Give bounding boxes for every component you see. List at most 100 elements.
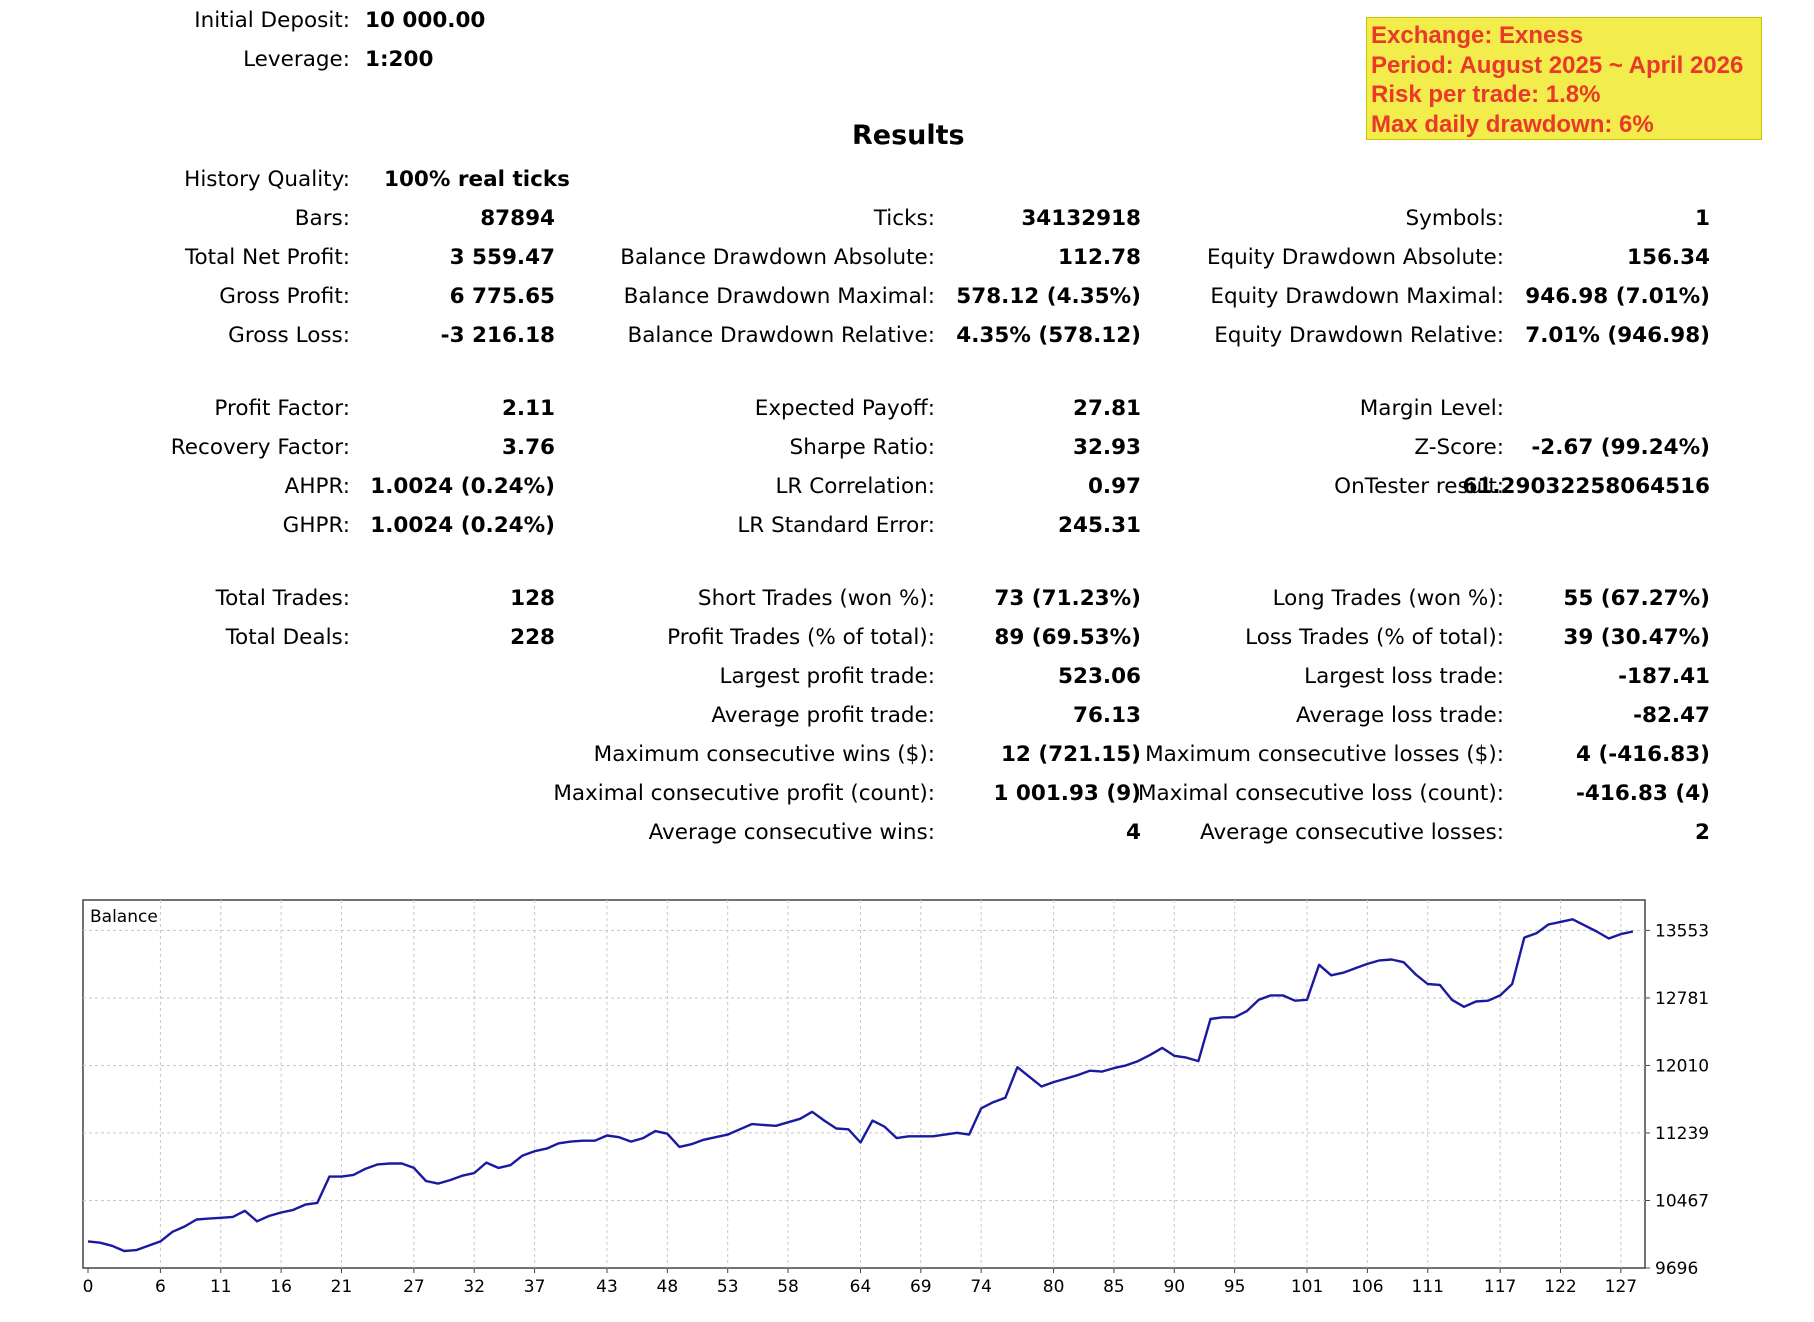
stat-label-z-score: Z-Score: bbox=[1414, 435, 1504, 460]
stat-value-loss-trades-of-total: 39 (30.47%) bbox=[1563, 625, 1710, 650]
stat-value-average-consecutive-wins: 4 bbox=[1126, 820, 1141, 845]
stat-value-gross-profit: 6 775.65 bbox=[449, 284, 555, 309]
stat-value-gross-loss: -3 216.18 bbox=[440, 323, 555, 348]
stat-value-total-deals: 228 bbox=[510, 625, 555, 650]
stat-value-profit-factor: 2.11 bbox=[501, 396, 555, 421]
x-tick-label: 117 bbox=[1484, 1277, 1516, 1297]
x-tick-label: 85 bbox=[1103, 1277, 1125, 1297]
stat-label-average-profit-trade: Average profit trade: bbox=[711, 703, 935, 728]
info-risk: Risk per trade: 1.8% bbox=[1371, 81, 1601, 108]
x-tick-label: 90 bbox=[1163, 1277, 1185, 1297]
stat-value-largest-loss-trade: -187.41 bbox=[1618, 664, 1710, 689]
stat-label-margin-level: Margin Level: bbox=[1359, 396, 1504, 421]
stat-value-average-consecutive-losses: 2 bbox=[1695, 820, 1710, 845]
stat-label-total-trades: Total Trades: bbox=[215, 586, 350, 611]
stat-value-maximal-consecutive-profit-count: 1 001.93 (9) bbox=[993, 781, 1141, 806]
stat-value-lr-standard-error: 245.31 bbox=[1058, 513, 1141, 538]
y-tick-label: 12781 bbox=[1655, 989, 1709, 1009]
stat-value-long-trades-won: 55 (67.27%) bbox=[1563, 586, 1710, 611]
stat-value-total-trades: 128 bbox=[510, 586, 555, 611]
stat-label-balance-drawdown-absolute: Balance Drawdown Absolute: bbox=[620, 245, 935, 270]
x-tick-label: 74 bbox=[970, 1277, 992, 1297]
stat-label-total-net-profit: Total Net Profit: bbox=[185, 245, 350, 270]
x-tick-label: 127 bbox=[1605, 1277, 1637, 1297]
stat-label-recovery-factor: Recovery Factor: bbox=[170, 435, 350, 460]
stat-label-expected-payoff: Expected Payoff: bbox=[754, 396, 935, 421]
x-tick-label: 6 bbox=[155, 1277, 166, 1297]
stat-value-lr-correlation: 0.97 bbox=[1087, 474, 1141, 499]
stat-label-total-deals: Total Deals: bbox=[225, 625, 350, 650]
stat-value-ghpr: 1.0024 (0.24%) bbox=[370, 513, 555, 538]
initial-deposit-label: Initial Deposit: bbox=[194, 8, 350, 33]
stat-value-balance-drawdown-maximal: 578.12 (4.35%) bbox=[956, 284, 1141, 309]
stat-label-symbols: Symbols: bbox=[1405, 206, 1504, 231]
y-tick-label: 11239 bbox=[1655, 1124, 1709, 1144]
stat-label-gross-profit: Gross Profit: bbox=[219, 284, 350, 309]
x-tick-label: 27 bbox=[403, 1277, 425, 1297]
balance-chart-svg: Balance 0 6 11 16 21 27 32 37 43 48 53 58 64 69 74 80 85… bbox=[82, 899, 1709, 1297]
stat-value-expected-payoff: 27.81 bbox=[1072, 396, 1141, 421]
stat-value-equity-drawdown-maximal: 946.98 (7.01%) bbox=[1525, 284, 1710, 309]
x-tick-label: 122 bbox=[1544, 1277, 1576, 1297]
x-tick-label: 58 bbox=[777, 1277, 799, 1297]
x-tick-label: 21 bbox=[331, 1277, 353, 1297]
info-period: Period: August 2025 ~ April 2026 bbox=[1371, 51, 1744, 79]
stat-label-profit-factor: Profit Factor: bbox=[214, 396, 350, 421]
x-tick-label: 111 bbox=[1412, 1277, 1444, 1297]
stat-label-loss-trades-of-total: Loss Trades (% of total): bbox=[1245, 625, 1504, 650]
x-tick-label: 43 bbox=[596, 1277, 618, 1297]
stat-value-profit-trades-of-total: 89 (69.53%) bbox=[994, 625, 1141, 650]
history-quality-label: History Quality: bbox=[184, 167, 350, 192]
stat-value-average-profit-trade: 76.13 bbox=[1072, 703, 1141, 728]
stat-value-maximum-consecutive-wins: 12 (721.15) bbox=[1000, 742, 1141, 767]
stat-value-ticks: 34132918 bbox=[1021, 206, 1141, 231]
chart-title: Balance bbox=[90, 907, 158, 927]
info-max-drawdown: Max daily drawdown: 6% bbox=[1371, 110, 1654, 138]
x-tick-label: 32 bbox=[463, 1277, 485, 1297]
stat-label-balance-drawdown-relative: Balance Drawdown Relative: bbox=[627, 323, 935, 348]
history-quality-value: 100% real ticks bbox=[384, 167, 570, 192]
stat-label-gross-loss: Gross Loss: bbox=[228, 323, 350, 348]
y-tick-label: 12010 bbox=[1655, 1056, 1709, 1076]
stat-label-equity-drawdown-relative: Equity Drawdown Relative: bbox=[1214, 323, 1504, 348]
x-tick-label: 101 bbox=[1291, 1277, 1323, 1297]
stat-value-maximum-consecutive-losses: 4 (-416.83) bbox=[1576, 742, 1710, 767]
stat-label-maximal-consecutive-profit-count: Maximal consecutive profit (count): bbox=[553, 781, 935, 806]
x-tick-label: 16 bbox=[270, 1277, 292, 1297]
x-tick-label: 0 bbox=[83, 1277, 94, 1297]
x-tick-label: 53 bbox=[717, 1277, 739, 1297]
stat-value-ahpr: 1.0024 (0.24%) bbox=[370, 474, 555, 499]
x-tick-label: 48 bbox=[657, 1277, 679, 1297]
stat-value-z-score: -2.67 (99.24%) bbox=[1531, 435, 1710, 460]
y-tick-label: 10467 bbox=[1655, 1192, 1709, 1212]
stat-label-short-trades-won: Short Trades (won %): bbox=[697, 586, 935, 611]
x-tick-label: 69 bbox=[910, 1277, 932, 1297]
stat-value-largest-profit-trade: 523.06 bbox=[1058, 664, 1141, 689]
stat-label-largest-profit-trade: Largest profit trade: bbox=[719, 664, 936, 689]
stat-label-average-consecutive-wins: Average consecutive wins: bbox=[648, 820, 935, 845]
stat-value-symbols: 1 bbox=[1695, 206, 1710, 231]
x-tick-label: 37 bbox=[524, 1277, 546, 1297]
stat-value-total-net-profit: 3 559.47 bbox=[449, 245, 555, 270]
stat-label-ticks: Ticks: bbox=[873, 206, 935, 231]
stat-value-balance-drawdown-relative: 4.35% (578.12) bbox=[956, 323, 1141, 348]
balance-series-line bbox=[87, 918, 1634, 1253]
stat-value-recovery-factor: 3.76 bbox=[501, 435, 555, 460]
x-tick-label: 106 bbox=[1351, 1277, 1383, 1297]
stat-label-lr-standard-error: LR Standard Error: bbox=[737, 513, 935, 538]
x-tick-label: 95 bbox=[1224, 1277, 1246, 1297]
stat-label-profit-trades-of-total: Profit Trades (% of total): bbox=[667, 625, 935, 650]
stat-label-ontester-result: OnTester result: bbox=[1334, 474, 1504, 499]
stat-value-maximal-consecutive-loss-count: -416.83 (4) bbox=[1576, 781, 1710, 806]
info-exchange: Exchange: Exness bbox=[1371, 22, 1584, 49]
stat-value-balance-drawdown-absolute: 112.78 bbox=[1058, 245, 1141, 270]
stat-label-balance-drawdown-maximal: Balance Drawdown Maximal: bbox=[623, 284, 935, 309]
stat-label-sharpe-ratio: Sharpe Ratio: bbox=[789, 435, 935, 460]
stat-label-largest-loss-trade: Largest loss trade: bbox=[1304, 664, 1504, 689]
stat-label-bars: Bars: bbox=[294, 206, 350, 231]
stat-label-ahpr: AHPR: bbox=[284, 474, 350, 499]
stat-value-equity-drawdown-relative: 7.01% (946.98) bbox=[1525, 323, 1710, 348]
leverage-label: Leverage: bbox=[243, 47, 350, 72]
stat-label-maximum-consecutive-wins: Maximum consecutive wins ($): bbox=[593, 742, 935, 767]
stat-value-sharpe-ratio: 32.93 bbox=[1072, 435, 1141, 460]
